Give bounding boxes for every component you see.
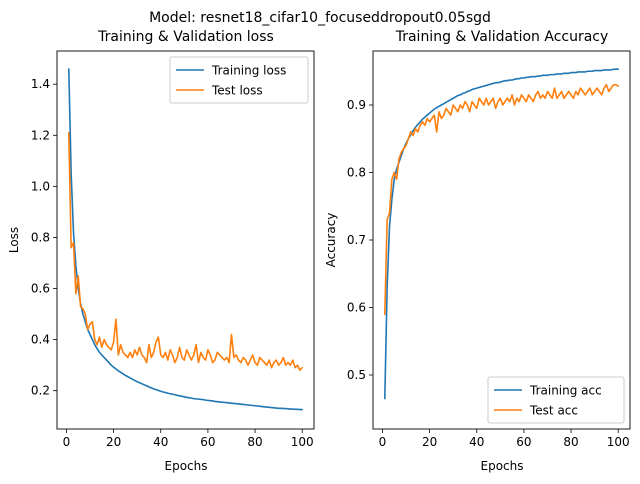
accuracy-xtick-label: 100 <box>607 435 630 449</box>
loss-plot-area: 0 20 40 60 80 100 0.2 0.4 0.6 0.8 1.0 1.2 1.4 <box>31 68 314 449</box>
loss-ytick-label: 1.2 <box>31 128 50 142</box>
loss-legend: Training loss Test loss <box>169 56 309 104</box>
loss-ylabel: Loss <box>7 227 21 253</box>
accuracy-subplot: Training & Validation Accuracy 0 20 40 60 80… <box>324 29 631 473</box>
accuracy-xtick-label: 80 <box>563 435 578 449</box>
accuracy-xtick-label: 60 <box>516 435 531 449</box>
accuracy-axes-frame <box>372 50 631 430</box>
accuracy-series-line-test-acc <box>383 83 620 316</box>
accuracy-xtick-label: 0 <box>379 435 387 449</box>
loss-xtick-label: 100 <box>291 435 314 449</box>
figure-suptitle: Model: resnet18_cifar10_focuseddropout0.… <box>149 10 491 26</box>
accuracy-xtick-label: 40 <box>469 435 484 449</box>
loss-legend-label-test: Test loss <box>211 84 263 98</box>
accuracy-chart-title: Training & Validation Accuracy <box>395 29 609 45</box>
accuracy-ytick-label: 0.7 <box>347 233 366 247</box>
loss-axes-frame <box>56 50 315 430</box>
loss-xtick-label: 40 <box>153 435 168 449</box>
loss-ytick-label: 1.0 <box>31 179 50 193</box>
accuracy-legend: Training acc Test acc <box>487 376 625 424</box>
accuracy-xlabel: Epochs <box>481 459 524 473</box>
loss-xtick-label: 80 <box>247 435 262 449</box>
loss-series-line-test-loss <box>67 131 304 372</box>
loss-chart-title: Training & Validation loss <box>97 29 274 45</box>
accuracy-legend-box <box>487 376 625 424</box>
accuracy-plot-area: 0 20 40 60 80 100 0.5 0.6 0.7 0.8 0.9 <box>347 68 630 449</box>
accuracy-ytick-label: 0.6 <box>347 301 366 315</box>
loss-legend-label-train: Training loss <box>211 64 286 78</box>
accuracy-ytick-label: 0.9 <box>347 98 366 112</box>
loss-xtick-label: 0 <box>63 435 71 449</box>
loss-ytick-label: 0.6 <box>31 282 50 296</box>
accuracy-series-line-training-acc <box>383 68 620 400</box>
accuracy-legend-label-train: Training acc <box>529 384 602 398</box>
loss-series-line-training-loss <box>67 68 304 411</box>
accuracy-xtick-label: 20 <box>422 435 437 449</box>
loss-ytick-label: 1.4 <box>31 77 50 91</box>
loss-legend-box <box>169 56 309 104</box>
accuracy-ylabel: Accuracy <box>324 213 338 268</box>
loss-ytick-label: 0.8 <box>31 230 50 244</box>
loss-xtick-label: 60 <box>200 435 215 449</box>
loss-xlabel: Epochs <box>165 459 208 473</box>
accuracy-legend-label-test: Test acc <box>529 404 578 418</box>
accuracy-ytick-label: 0.5 <box>347 368 366 382</box>
loss-subplot: Training & Validation loss 0 20 40 60 80 1000… <box>7 29 315 473</box>
loss-ytick-label: 0.2 <box>31 384 50 398</box>
loss-xtick-label: 20 <box>106 435 121 449</box>
loss-ytick-label: 0.4 <box>31 333 50 347</box>
accuracy-ytick-label: 0.8 <box>347 166 366 180</box>
